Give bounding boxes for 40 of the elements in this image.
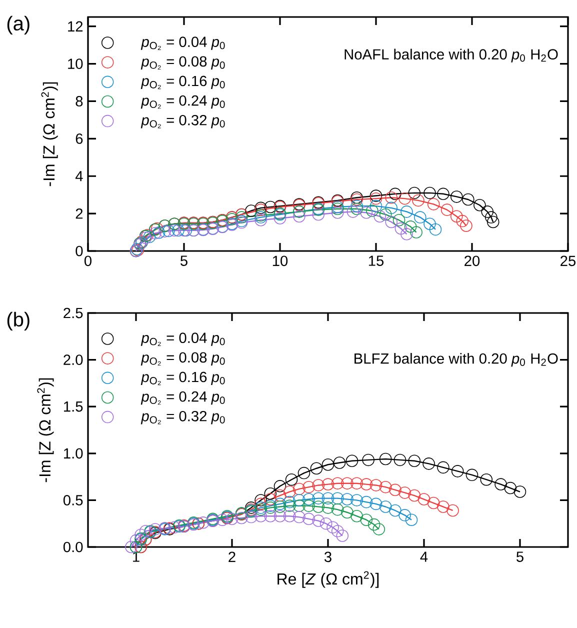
y-tick-label: 2 — [76, 208, 83, 219]
y-tick-label: 0.0 — [63, 542, 83, 552]
chart-title: (a) — [7, 16, 30, 35]
annotation: NoAFL balance with 0.20 p$_{0}$ H$_{2}$O — [344, 48, 558, 62]
y-tick-label: 12 — [68, 21, 83, 32]
annotation: BLFZ balance with 0.20 p$_{0}$ H$_{2}$O — [354, 352, 558, 367]
x-tick-label: 3 — [324, 552, 332, 562]
y-axis-title: -Im [Z (Ω cm$^{2}$)] — [41, 82, 58, 186]
legend-label: p$_{O₂}$ = 0.04 p$_{0}$ — [140, 332, 225, 346]
y-tick-label: 10 — [68, 58, 83, 69]
x-tick-label: 20 — [464, 256, 480, 266]
chart-title: (b) — [7, 312, 30, 331]
y-tick-label: 8 — [76, 96, 83, 106]
y-tick-label: 6 — [76, 134, 83, 144]
x-axis-title: Re [Z (Ω cm$^{2}$)] — [278, 571, 379, 588]
legend-label: p$_{O₂}$ = 0.04 p$_{0}$ — [140, 36, 225, 50]
y-tick-label: 1.5 — [64, 401, 83, 412]
legend-label: p$_{O₂}$ = 0.16 p$_{0}$ — [140, 372, 225, 386]
y-tick-label: 2.5 — [64, 308, 83, 318]
x-tick-label: 10 — [272, 256, 288, 266]
y-tick-label: 4 — [75, 171, 83, 182]
x-tick-label: 4 — [420, 552, 428, 562]
legend-label: p$_{O₂}$ = 0.08 p$_{0}$ — [140, 352, 225, 366]
y-tick-label: 2.0 — [64, 354, 83, 365]
legend-label: p$_{O₂}$ = 0.08 p$_{0}$ — [140, 56, 225, 70]
y-tick-label: 1.0 — [64, 448, 83, 459]
legend-label: p$_{O₂}$ = 0.16 p$_{0}$ — [140, 76, 225, 90]
x-tick-label: 0 — [84, 256, 92, 266]
x-tick-label: 25 — [560, 256, 576, 266]
legend-label: p$_{O₂}$ = 0.24 p$_{0}$ — [140, 95, 225, 109]
y-tick-label: 0.5 — [63, 495, 83, 506]
legend-label: p$_{O₂}$ = 0.32 p$_{0}$ — [140, 114, 225, 128]
x-tick-label: 15 — [368, 256, 384, 266]
legend-label: p$_{O₂}$ = 0.32 p$_{0}$ — [140, 410, 225, 424]
legend-label: p$_{O₂}$ = 0.24 p$_{0}$ — [140, 391, 225, 405]
x-tick-label: 5 — [516, 552, 524, 562]
x-tick-label: 2 — [228, 552, 236, 562]
y-axis-title: -Im [Z (Ω cm$^{2}$)] — [37, 378, 54, 482]
y-tick-label: 0 — [76, 246, 83, 256]
x-tick-label: 5 — [180, 256, 188, 266]
